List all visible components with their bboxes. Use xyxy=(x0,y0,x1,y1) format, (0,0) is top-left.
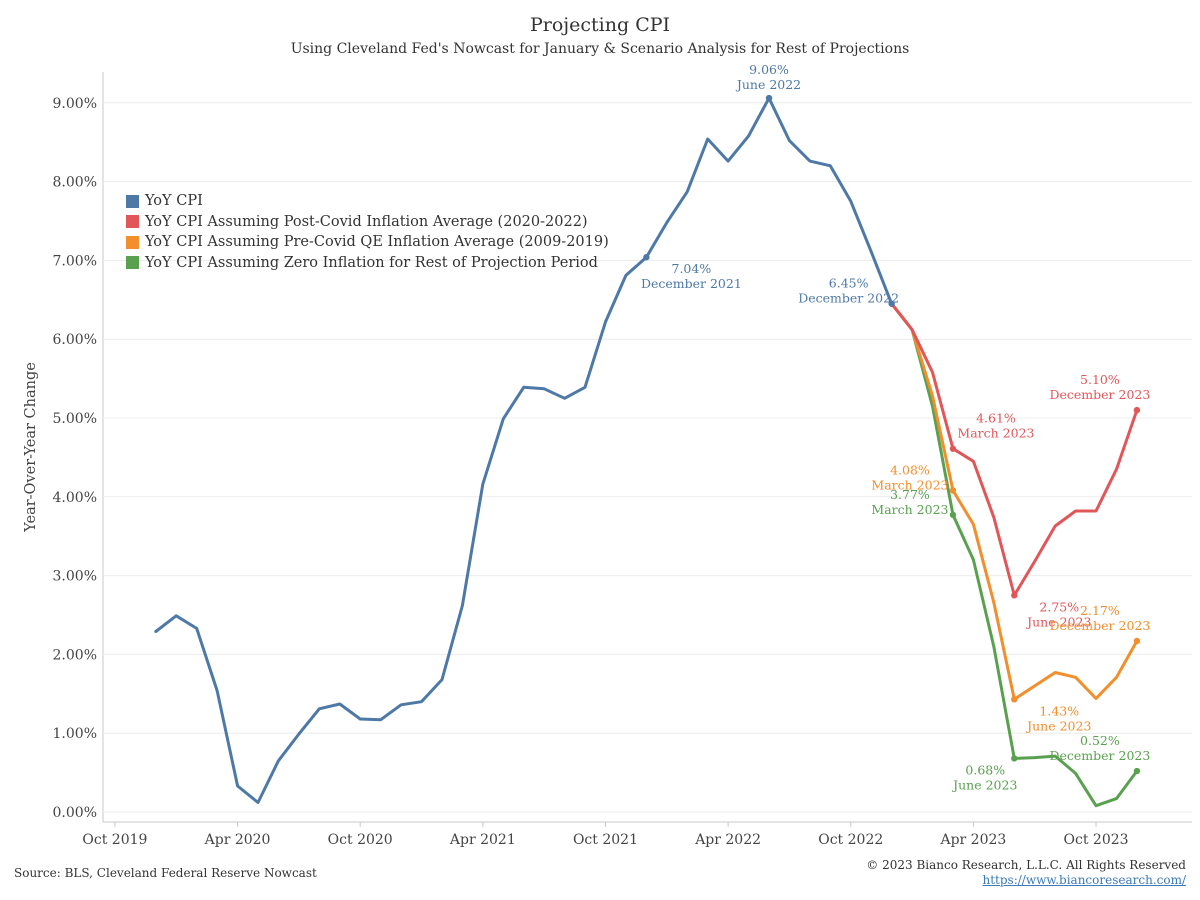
x-tick-label: Oct 2020 xyxy=(328,832,393,848)
annotation-date: March 2023 xyxy=(871,502,948,517)
y-tick-label: 3.00% xyxy=(53,569,97,585)
annotation-date: December 2023 xyxy=(1049,618,1150,633)
x-tick-label: Oct 2021 xyxy=(573,832,638,848)
annotation-date: March 2023 xyxy=(871,477,948,492)
y-tick-label: 9.00% xyxy=(53,96,97,112)
y-tick-label: 2.00% xyxy=(53,647,97,663)
legend-swatch xyxy=(126,194,139,208)
chart-subtitle: Using Cleveland Fed's Nowcast for Januar… xyxy=(290,41,910,57)
y-tick-label: 5.00% xyxy=(53,411,97,427)
x-tick-label: Oct 2023 xyxy=(1064,832,1129,848)
annotation-point xyxy=(1011,696,1018,703)
annotation-value: 0.52% xyxy=(1080,733,1120,748)
y-tick-label: 7.00% xyxy=(53,253,97,269)
copyright-note: © 2023 Bianco Research, L.L.C. All Right… xyxy=(866,858,1186,872)
series-line xyxy=(890,302,1139,597)
annotation-date: June 2023 xyxy=(1025,718,1091,733)
annotation-value: 7.04% xyxy=(672,261,712,276)
chart-title: Projecting CPI xyxy=(529,14,671,36)
y-tick-label: 6.00% xyxy=(53,332,97,348)
x-tick-label: Oct 2022 xyxy=(818,832,883,848)
annotation-date: June 2023 xyxy=(951,777,1017,792)
annotation-date: December 2021 xyxy=(641,276,742,291)
legend-swatch xyxy=(126,235,139,249)
legend-label: YoY CPI xyxy=(145,193,203,210)
annotation-point xyxy=(1133,637,1141,645)
annotation-point xyxy=(1011,755,1018,762)
x-tick-label: Apr 2021 xyxy=(449,832,516,848)
legend-swatch xyxy=(126,256,139,270)
x-tick-label: Apr 2020 xyxy=(204,832,271,848)
legend-item-yoy-cpi: YoY CPI xyxy=(126,191,609,212)
legend-item-zero-inflation: YoY CPI Assuming Zero Inflation for Rest… xyxy=(126,253,609,274)
annotation-point xyxy=(888,300,895,307)
source-note: Source: BLS, Cleveland Federal Reserve N… xyxy=(14,866,317,880)
annotation-point xyxy=(949,511,957,519)
annotation-point xyxy=(765,94,773,102)
legend-swatch xyxy=(126,215,139,229)
annotation-value: 4.61% xyxy=(976,411,1016,426)
annotation-value: 9.06% xyxy=(749,62,789,77)
annotation-point xyxy=(1133,406,1141,414)
y-tick-label: 1.00% xyxy=(53,726,97,742)
annotation-date: December 2023 xyxy=(1049,748,1150,763)
legend-label: YoY CPI Assuming Pre-Covid QE Inflation … xyxy=(145,234,609,251)
y-tick-label: 8.00% xyxy=(53,175,97,191)
legend-label: YoY CPI Assuming Post-Covid Inflation Av… xyxy=(145,213,588,230)
annotation-point xyxy=(1133,767,1141,775)
annotation-point xyxy=(643,254,650,261)
annotation-point xyxy=(1011,592,1018,599)
annotation-value: 5.10% xyxy=(1080,372,1120,387)
annotation-date: December 2022 xyxy=(798,291,899,306)
annotation-value: 4.08% xyxy=(890,462,930,477)
legend-item-post-covid: YoY CPI Assuming Post-Covid Inflation Av… xyxy=(126,212,609,233)
website-link[interactable]: https://www.biancoresearch.com/ xyxy=(982,873,1186,887)
annotation-value: 0.68% xyxy=(965,762,1005,777)
chart-legend: YoY CPI YoY CPI Assuming Post-Covid Infl… xyxy=(126,191,609,273)
annotation-date: June 2023 xyxy=(1025,614,1091,629)
annotation-point xyxy=(949,445,957,452)
annotation-value: 2.75% xyxy=(1039,599,1079,614)
x-tick-label: Oct 2019 xyxy=(82,832,147,848)
annotation-value: 3.77% xyxy=(890,487,930,502)
annotation-date: December 2023 xyxy=(1049,387,1150,402)
y-axis-title: Year-Over-Year Change xyxy=(23,362,39,533)
annotation-value: 6.45% xyxy=(829,276,869,291)
annotation-point xyxy=(949,487,957,494)
annotation-value: 1.43% xyxy=(1039,703,1079,718)
legend-item-pre-covid: YoY CPI Assuming Pre-Covid QE Inflation … xyxy=(126,232,609,253)
annotation-date: June 2022 xyxy=(735,77,801,92)
x-tick-label: Apr 2023 xyxy=(939,832,1006,848)
annotation-value: 2.17% xyxy=(1080,603,1120,618)
y-tick-label: 0.00% xyxy=(53,805,97,821)
x-tick-label: Apr 2022 xyxy=(694,832,761,848)
y-tick-label: 4.00% xyxy=(53,490,97,506)
legend-label: YoY CPI Assuming Zero Inflation for Rest… xyxy=(145,254,598,271)
annotation-date: March 2023 xyxy=(957,426,1034,441)
